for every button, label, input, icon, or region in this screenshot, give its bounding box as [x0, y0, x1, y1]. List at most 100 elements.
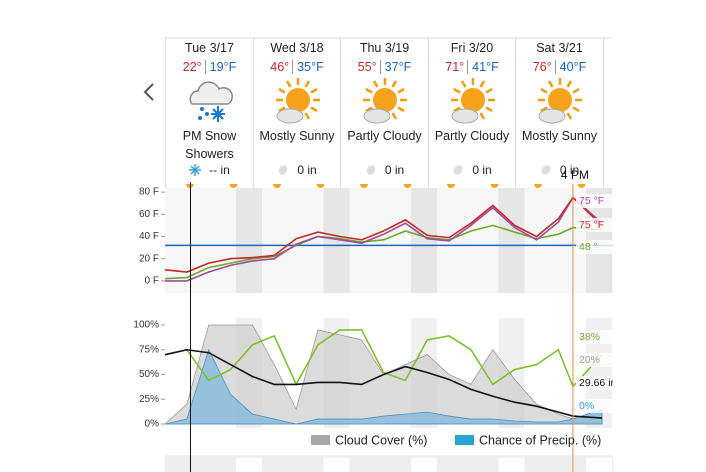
precip-amount: 0 in — [516, 163, 603, 177]
precip-text: 0 in — [559, 163, 580, 177]
weather-icon — [355, 76, 415, 126]
current-value-label: 38% — [579, 331, 600, 343]
condition: Partly Cloudy — [347, 129, 422, 143]
sun-marker — [273, 184, 281, 188]
value-label-bg — [576, 353, 613, 367]
bottom-strip — [165, 455, 613, 472]
y-tick-label: 40 F — [139, 231, 159, 242]
y-tick-label: 50% — [139, 369, 159, 380]
night-band — [674, 318, 700, 428]
weather-icon — [268, 76, 328, 126]
value-label-bg — [576, 376, 613, 390]
y-tick-label: 75% — [139, 344, 159, 355]
current-value-label: 48 ° — [579, 241, 598, 253]
temp-plot-bg — [165, 188, 613, 293]
night-band — [673, 458, 700, 472]
line-series — [165, 196, 603, 273]
sun-marker — [577, 184, 586, 188]
day-temps: 55° 37°F — [341, 60, 428, 74]
current-value-label: 0% — [579, 400, 594, 412]
sun-marker — [316, 184, 325, 188]
precip-text: 0 in — [297, 163, 317, 177]
low-temp: 40°F — [554, 60, 587, 74]
day-column: Tue 3/17 22° 19°F PM Snow Showers -- in — [165, 38, 253, 188]
sun-marker — [490, 184, 499, 188]
high-temp: 76° — [532, 60, 552, 74]
weather-icon — [180, 76, 240, 126]
line-series — [165, 348, 603, 419]
day-column-edge — [602, 38, 624, 188]
night-band — [586, 458, 612, 472]
sun-marker — [447, 184, 455, 188]
value-label-bg — [576, 399, 613, 413]
value-label-bg — [576, 218, 613, 232]
legend-label: Chance of Precip. (%) — [479, 433, 601, 447]
sun-marker — [360, 184, 368, 188]
value-label-bg — [576, 194, 613, 208]
cursor-label-bg — [558, 166, 591, 184]
day-date: Sat 3/21 — [536, 41, 583, 55]
y-tick-label: 20 F — [139, 253, 159, 264]
precip-text: -- in — [209, 163, 230, 177]
high-temp: 71° — [445, 60, 465, 74]
low-temp: 37°F — [379, 60, 412, 74]
precip-amount: 0 in — [429, 163, 516, 177]
y-tick-label: 80 F — [139, 187, 159, 198]
condition: PM Snow Showers — [182, 129, 237, 161]
legend-swatch — [311, 435, 330, 445]
back-button[interactable] — [140, 80, 160, 104]
high-temp: 46° — [270, 60, 290, 74]
precip-text: 0 in — [384, 163, 405, 177]
y-tick-label: 100% — [133, 320, 159, 331]
value-label-bg — [576, 240, 613, 254]
weather-icon — [530, 76, 590, 126]
legend-label: Cloud Cover (%) — [335, 433, 427, 447]
y-tick-label: 60 F — [139, 209, 159, 220]
line-series — [165, 329, 603, 388]
day-column: Thu 3/19 55° 37°F Partly Cloudy 0 in — [340, 38, 428, 188]
sun-marker — [403, 184, 412, 188]
day-column: Fri 3/20 71° 41°F Partly Cloudy 0 in — [427, 38, 516, 188]
night-band — [411, 188, 437, 293]
night-band — [411, 458, 437, 472]
day-date: Fri 3/20 — [450, 41, 494, 55]
day-temps: 22° 19°F — [166, 60, 253, 74]
night-band — [498, 188, 525, 293]
high-temp: 55° — [357, 60, 377, 74]
y-tick-label: 0% — [145, 419, 160, 430]
condition: Partly Cloudy — [434, 129, 510, 143]
sun-marker — [229, 184, 238, 188]
day-date: Thu 3/19 — [359, 41, 410, 55]
day-temps: 71° 41°F — [429, 60, 516, 74]
current-value-label: 20% — [579, 354, 600, 366]
day-temps: 46° 35°F — [254, 60, 341, 74]
night-band — [674, 188, 700, 293]
precip-amount: 0 in — [341, 163, 428, 177]
y-tick-label: 25% — [139, 394, 159, 405]
night-band — [498, 458, 525, 472]
condition: Mostly Sunny — [521, 129, 598, 143]
precip-text: 0 in — [472, 163, 492, 177]
night-band — [236, 458, 262, 472]
line-series — [165, 196, 603, 282]
day-column: Wed 3/18 46° 35°F Mostly Sunny 0 in — [252, 38, 341, 188]
current-value-label: 29.66 in — [579, 377, 617, 389]
low-temp: 19°F — [204, 60, 237, 74]
night-band — [236, 188, 262, 293]
sun-marker — [534, 184, 542, 188]
day-date: Wed 3/18 — [270, 41, 324, 55]
current-value-label: 75 °F — [579, 195, 604, 207]
precip-amount: -- in — [166, 163, 253, 177]
y-tick-label: 0 F — [145, 276, 159, 287]
day-date: Tue 3/17 — [185, 41, 234, 55]
precip-amount: 0 in — [254, 163, 341, 177]
day-column: Sat 3/21 76° 40°F Mostly Sunny 0 in — [515, 38, 603, 188]
area-series — [165, 348, 603, 425]
current-value-label: 75 °F — [579, 219, 604, 231]
low-temp: 41°F — [467, 60, 499, 74]
value-label-bg — [576, 330, 613, 344]
legend-swatch — [455, 435, 474, 445]
condition: Mostly Sunny — [259, 129, 335, 143]
